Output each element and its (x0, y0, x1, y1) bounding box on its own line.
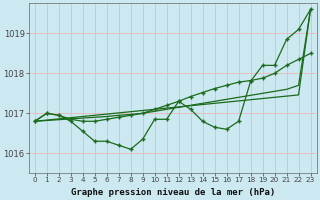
X-axis label: Graphe pression niveau de la mer (hPa): Graphe pression niveau de la mer (hPa) (70, 188, 275, 197)
